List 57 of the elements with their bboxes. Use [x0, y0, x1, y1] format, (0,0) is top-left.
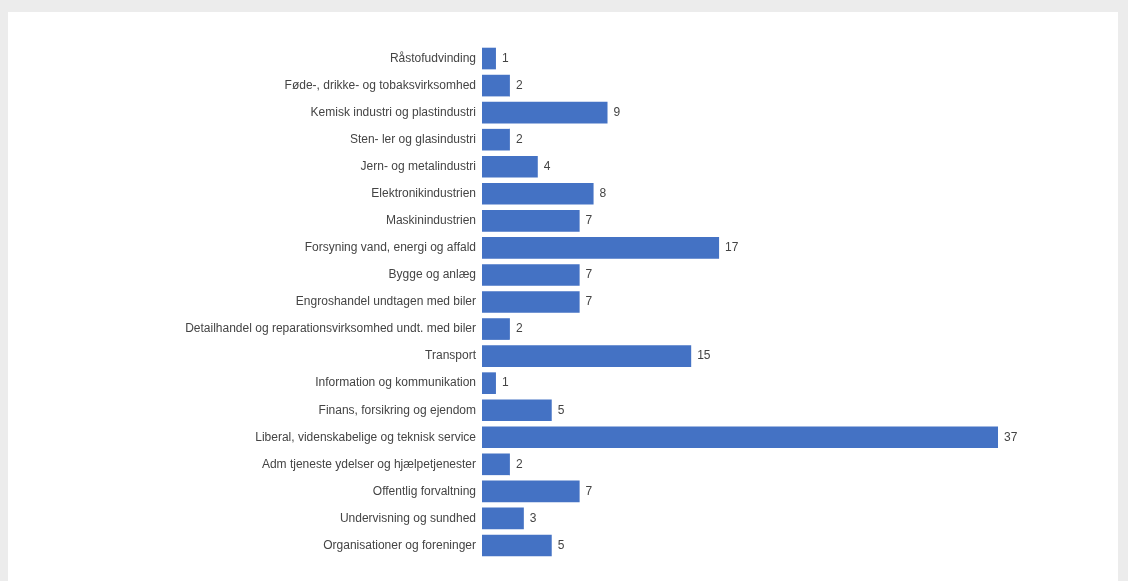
data-label: 17: [725, 240, 739, 255]
y-tick-label: Transport: [425, 348, 477, 363]
bar: [482, 101, 608, 124]
y-tick-label: Maskinindustrien: [385, 213, 476, 228]
data-label: 7: [585, 213, 593, 228]
data-label: 7: [585, 294, 593, 309]
bar: [482, 534, 552, 557]
data-label: 7: [585, 267, 593, 282]
data-label: 2: [515, 456, 523, 471]
bar: [482, 372, 496, 394]
y-tick-label: Organisationer og foreninger: [323, 537, 476, 552]
bar: [482, 155, 538, 178]
y-tick-label: Bygge og anlæg: [388, 267, 476, 282]
y-tick-label: Liberal, videnskabelige og teknisk service: [255, 429, 477, 444]
data-label: 9: [613, 104, 621, 119]
bar: [482, 128, 510, 151]
y-tick-label: Information og kommunikation: [315, 375, 476, 390]
data-label: 4: [543, 159, 551, 174]
data-label: 1: [501, 50, 509, 65]
data-label: 5: [557, 537, 565, 552]
y-tick-label: Finans, forsikring og ejendom: [318, 402, 476, 417]
y-tick-label: Undervisning og sundhed: [339, 510, 476, 525]
y-tick-label: Føde-, drikke- og tobaksvirksomhed: [284, 77, 476, 92]
y-tick-label: Forsyning vand, energi og affald: [304, 240, 476, 255]
bar: [482, 507, 524, 530]
y-tick-label: Engroshandel undtagen med biler: [295, 294, 476, 309]
y-tick-label: Jern- og metalindustri: [360, 159, 476, 174]
bar: [482, 47, 496, 70]
bar: [482, 237, 720, 259]
bar: [482, 210, 580, 232]
bar: [482, 318, 510, 340]
bar: [482, 345, 692, 367]
y-tick-label: Offentlig forvaltning: [372, 483, 476, 498]
bar: [482, 480, 580, 503]
data-label: 1: [501, 375, 509, 390]
data-label: 15: [697, 348, 711, 363]
data-label: 7: [585, 483, 593, 498]
data-label: 2: [515, 132, 523, 146]
bar: [482, 291, 580, 313]
data-label: 5: [557, 402, 565, 417]
y-tick-label: Råstofudvinding: [389, 50, 476, 65]
y-tick-label: Detailhandel og reparationsvirksomhed undt. med biler: [185, 321, 476, 336]
y-tick-label: Elektronikindustrien: [371, 186, 476, 201]
bar: [482, 74, 510, 97]
data-label: 3: [529, 510, 537, 525]
data-label: 2: [515, 77, 523, 92]
y-tick-label: Kemisk industri og plastindustri: [310, 104, 476, 119]
y-tick-label: Sten- ler og glasindustri: [349, 132, 476, 146]
data-label: 37: [1004, 429, 1018, 444]
bar: [482, 182, 594, 205]
data-label: 2: [515, 321, 523, 336]
data-label: 8: [599, 186, 607, 201]
bar: [482, 453, 510, 476]
y-tick-label: Adm tjeneste ydelser og hjælpetjenester: [261, 456, 476, 471]
bar: [482, 264, 580, 286]
bar: [482, 399, 552, 422]
bar: [482, 426, 999, 449]
